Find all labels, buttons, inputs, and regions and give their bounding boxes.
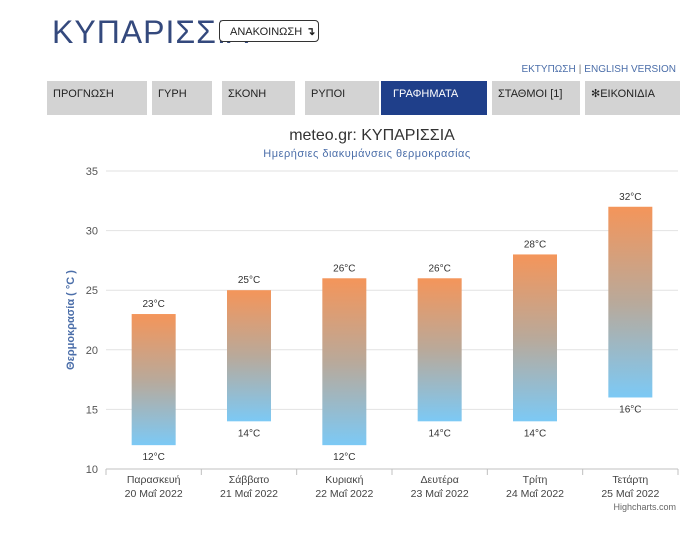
temperature-range-bar[interactable] [227,290,271,422]
low-temp-label: 14°C [238,428,260,439]
low-temp-label: 16°C [619,404,641,415]
temperature-range-bar[interactable] [417,278,462,422]
x-tick-day: Δευτέρα [421,474,459,486]
chart-svg: meteo.gr: ΚΥΠΑΡΙΣΣΙΑ Ημερήσιες διακυμάνσ… [65,127,679,512]
x-tick-day: Τρίτη [523,474,548,486]
page-title: ΚΥΠΑΡΙΣΣΙΑ [52,14,250,50]
x-axis: Παρασκευή 20 Μαΐ 2022 Σάββατο 21 Μαΐ 2022 Κυ… [105,469,679,500]
low-temp-label: 14°C [524,428,546,439]
low-temp-label: 12°C [333,452,355,463]
x-tick-date: 25 Μαΐ 2022 [601,488,659,500]
x-tick-date: 24 Μαΐ 2022 [506,488,564,500]
highcharts-credit[interactable]: Highcharts.com [613,502,676,512]
links-separator: | [578,64,582,75]
tab-pollen[interactable]: ΓΥΡΗ [152,81,212,115]
english-version-link[interactable]: ENGLISH VERSION [584,64,676,75]
x-tick-day: Κυριακή [325,474,363,486]
announcement-button[interactable]: ΑΝΑΚΟΙΝΩΣΗ ↴ [219,20,319,42]
x-tick-day: Τετάρτη [612,474,648,486]
y-tick-label: 15 [86,404,98,416]
arrow-down-icon: ↴ [306,26,316,38]
tab-label: ΣΤΑΘΜΟΙ [1] [498,88,563,100]
temperature-range-bar[interactable] [608,206,653,398]
x-tick-date: 20 Μαΐ 2022 [125,488,183,500]
y-tick-label: 10 [86,464,98,476]
x-tick-date: 23 Μαΐ 2022 [411,488,469,500]
x-tick-day: Σάββατο [229,474,270,486]
high-temp-label: 26°C [333,263,355,274]
tab-label: ΣΚΟΝΗ [228,88,267,100]
grid [106,170,678,470]
tab-forecast[interactable]: ΠΡΟΓΝΩΣΗ [47,81,147,115]
temperature-range-bar[interactable] [322,278,367,446]
temperature-chart: meteo.gr: ΚΥΠΑΡΙΣΣΙΑ Ημερήσιες διακυμάνσ… [0,118,692,532]
y-tick-label: 30 [86,226,98,238]
x-tick-day: Παρασκευή [127,474,181,486]
high-temp-label: 32°C [619,192,641,203]
y-tick-label: 35 [86,166,98,178]
tab-icons[interactable]: ✻ΕΙΚΟΝΙΔΙΑ [585,81,680,115]
announcement-label: ΑΝΑΚΟΙΝΩΣΗ [230,26,303,38]
tab-label: ΡΥΠΟΙ [311,88,346,100]
y-axis-ticks: 10 15 20 25 30 35 [86,166,98,476]
y-tick-label: 20 [86,345,98,357]
gear-icon: ✻ [591,88,601,100]
chart-title: meteo.gr: ΚΥΠΑΡΙΣΣΙΑ [289,127,455,144]
high-temp-label: 26°C [428,263,450,274]
high-temp-label: 28°C [524,239,546,250]
temperature-range-bar[interactable] [131,314,176,446]
y-tick-label: 25 [86,285,98,297]
low-temp-label: 12°C [142,452,164,463]
tab-dust[interactable]: ΣΚΟΝΗ [222,81,295,115]
tab-charts[interactable]: ΓΡΑΦΗΜΑΤΑ [381,81,487,115]
tab-stations[interactable]: ΣΤΑΘΜΟΙ [1] [492,81,580,115]
chart-subtitle: Ημερήσιες διακυμάνσεις θερμοκρασίας [263,148,470,160]
bars: 23°C 12°C 25°C 14°C 26°C 12°C 26°C 14°C 28°C 14°C… [131,192,653,463]
tab-label: ΕΙΚΟΝΙΔΙΑ [600,88,655,100]
y-axis-title: Θερμοκρασία ( °C ) [65,270,77,370]
print-link[interactable]: ΕΚΤΥΠΩΣΗ [521,64,576,75]
x-tick-date: 22 Μαΐ 2022 [315,488,373,500]
x-tick-date: 21 Μαΐ 2022 [220,488,278,500]
tab-label: ΓΡΑΦΗΜΑΤΑ [393,88,459,100]
tab-pollutants[interactable]: ΡΥΠΟΙ [305,81,379,115]
top-links: ΕΚΤΥΠΩΣΗ | ENGLISH VERSION [521,64,676,75]
high-temp-label: 23°C [142,299,164,310]
tab-label: ΓΥΡΗ [158,88,187,100]
temperature-range-bar[interactable] [513,254,557,422]
high-temp-label: 25°C [238,275,260,286]
low-temp-label: 14°C [428,428,450,439]
tab-label: ΠΡΟΓΝΩΣΗ [53,88,114,100]
